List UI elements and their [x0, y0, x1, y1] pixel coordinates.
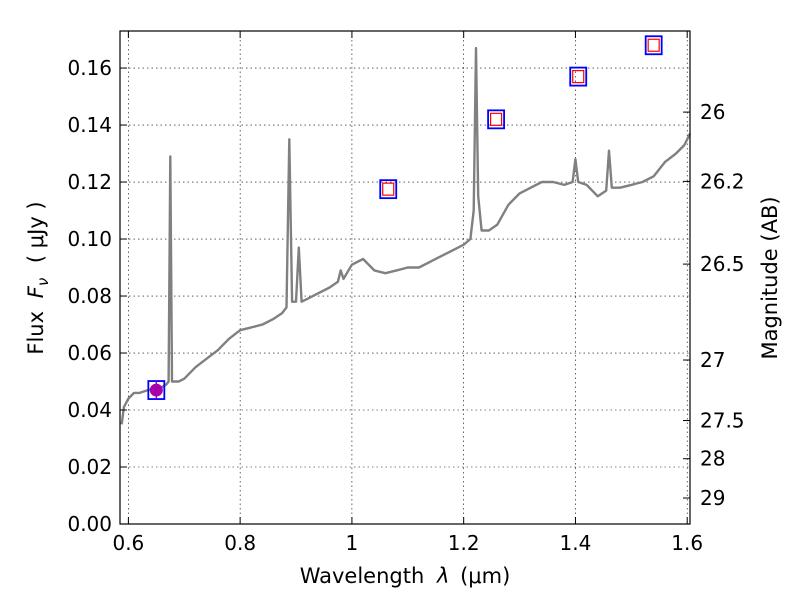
x-tick-label: 0.6 [112, 531, 144, 555]
y2-tick-label: 28 [700, 447, 725, 471]
y2-tick-label: 29 [700, 486, 725, 510]
ticks-layer: 0.6 0.8 1 1.2 1.4 1.6 0.00 0.02 0.04 0.06 0.08 0.10… [67, 31, 745, 555]
photometry-box [644, 35, 663, 56]
x-axis-label: Wavelength λ (μm) [300, 564, 511, 588]
model-box [489, 112, 503, 126]
y2-tick-label: 26.2 [700, 169, 745, 193]
y-tick-label: 0.08 [67, 284, 112, 308]
photometry-box [487, 109, 505, 130]
x-tick-label: 1.6 [671, 531, 703, 555]
spectrum-line [120, 46, 692, 425]
model-box [647, 38, 660, 52]
y-axis-label-symbol: F [24, 285, 48, 298]
y-axis-label-subscript: ν [34, 278, 52, 286]
y-tick-label: 0.04 [67, 398, 112, 422]
x-tick-label: 0.8 [224, 531, 256, 555]
model-box [382, 182, 395, 196]
model-box [572, 69, 585, 84]
y-axis-label: Flux Fν ( μJy ) [24, 201, 53, 354]
x-axis-label-text: Wavelength [300, 564, 425, 588]
y-tick-label: 0.02 [67, 455, 112, 479]
x-tick-label: 1.4 [560, 531, 592, 555]
photometry-box [147, 380, 166, 400]
x-axis-label-symbol: λ [436, 564, 449, 588]
y-tick-label: 0.12 [67, 170, 112, 194]
y-tick-label: 0.00 [67, 512, 112, 536]
grid-layer [120, 31, 690, 525]
y2-axis-label: Magnitude (AB) [758, 196, 782, 359]
observed-point [149, 383, 163, 397]
photometry-box [569, 66, 588, 87]
y2-tick-label: 27 [700, 348, 725, 372]
y-axis-label-text: Flux [24, 311, 48, 355]
photometry-box [379, 179, 398, 200]
y2-tick-label: 26.5 [700, 252, 745, 276]
plot-frame [119, 30, 691, 525]
y2-tick-label: 27.5 [700, 409, 745, 433]
y2-tick-label: 26 [700, 100, 725, 124]
y-tick-label: 0.14 [67, 113, 112, 137]
y-axis-label-unit: ( μJy ) [24, 201, 48, 263]
x-tick-label: 1 [346, 531, 359, 555]
series-layer [120, 35, 692, 425]
y-tick-label: 0.16 [67, 56, 112, 80]
x-tick-label: 1.2 [448, 531, 480, 555]
x-axis-label-unit: (μm) [460, 564, 510, 588]
y-tick-label: 0.06 [67, 341, 112, 365]
y-tick-label: 0.10 [67, 227, 112, 251]
